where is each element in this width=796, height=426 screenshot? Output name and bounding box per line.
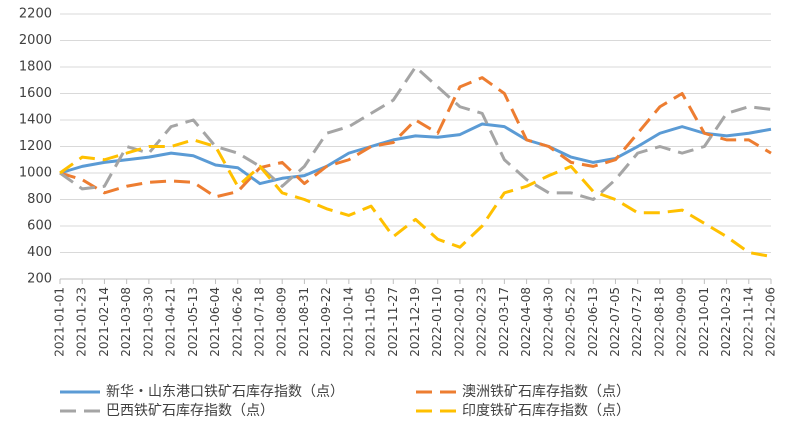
x-tick-label: 2021-09-22 (319, 287, 333, 357)
legend-label: 巴西铁矿石库存指数（点） (106, 403, 274, 419)
x-tick-label: 2022-12-06 (764, 287, 778, 357)
x-tick-label: 2022-01-10 (430, 287, 444, 357)
x-tick-label: 2022-07-27 (630, 287, 644, 357)
x-tick-label: 2021-10-14 (341, 287, 355, 357)
x-tick-label: 2021-03-08 (119, 287, 133, 357)
series-line (59, 76, 772, 199)
x-tick-label: 2021-03-30 (141, 287, 155, 357)
legend-label: 澳洲铁矿石库存指数（点） (462, 384, 630, 400)
x-tick-label: 2021-07-18 (252, 287, 266, 357)
series-line (59, 138, 772, 258)
y-tick-label: 800 (27, 192, 52, 207)
x-tick-label: 2021-11-27 (386, 287, 400, 357)
x-tick-label: 2022-09-09 (675, 287, 689, 357)
series-line (59, 122, 772, 186)
y-tick-label: 2200 (19, 7, 52, 22)
x-tick-label: 2021-06-26 (230, 287, 244, 357)
x-tick-label: 2022-04-30 (541, 287, 555, 357)
x-tick-label: 2021-08-09 (275, 287, 289, 357)
y-tick-label: 1200 (19, 139, 52, 154)
y-tick-label: 400 (27, 245, 52, 260)
legend-label: 新华・山东港口铁矿石库存指数（点） (106, 384, 344, 400)
y-tick-label: 600 (27, 219, 52, 234)
y-tick-label: 2000 (19, 33, 52, 48)
x-tick-label: 2021-02-14 (97, 287, 111, 357)
x-tick-label: 2021-11-05 (364, 287, 378, 357)
y-tick-label: 1400 (19, 113, 52, 128)
x-tick-label: 2022-06-13 (586, 287, 600, 357)
x-tick-label: 2021-08-31 (297, 287, 311, 357)
x-tick-label: 2021-04-21 (164, 287, 178, 357)
x-tick-label: 2022-11-14 (741, 287, 755, 357)
x-tick-label: 2022-04-08 (519, 287, 533, 357)
legend-label: 印度铁矿石库存指数（点） (462, 403, 630, 419)
y-tick-label: 1000 (19, 166, 52, 181)
x-tick-label: 2022-10-01 (697, 287, 711, 357)
x-tick-label: 2022-08-18 (652, 287, 666, 357)
x-tick-label: 2021-01-23 (75, 287, 89, 357)
x-tick-label: 2022-03-17 (497, 287, 511, 357)
x-tick-label: 2021-06-04 (208, 287, 222, 357)
x-tick-label: 2022-02-01 (452, 287, 466, 357)
x-tick-label: 2022-10-23 (719, 287, 733, 357)
y-tick-label: 1800 (19, 60, 52, 75)
x-tick-label: 2022-07-05 (608, 287, 622, 357)
x-tick-label: 2022-02-23 (475, 287, 489, 357)
x-tick-label: 2021-05-13 (186, 287, 200, 357)
x-tick-label: 2021-12-19 (408, 287, 422, 357)
x-tick-label: 2021-01-01 (53, 287, 67, 357)
x-tick-label: 2022-05-22 (564, 287, 578, 357)
y-tick-label: 200 (27, 272, 52, 287)
y-tick-label: 1600 (19, 86, 52, 101)
